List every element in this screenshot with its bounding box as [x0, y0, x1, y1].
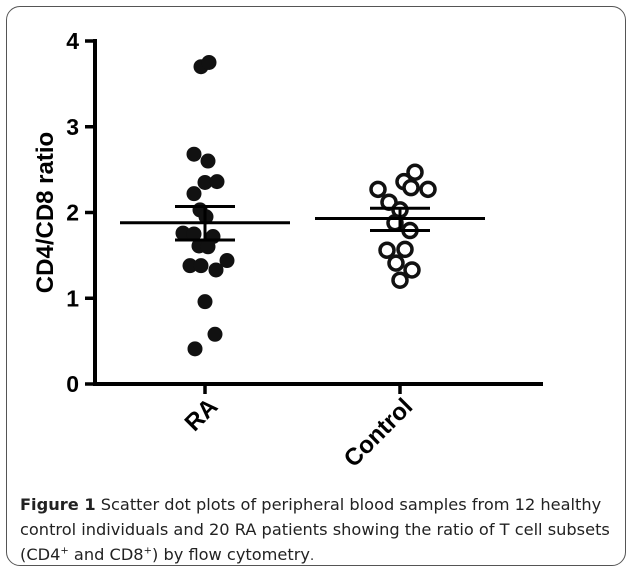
caption-label: Figure 1 — [20, 495, 96, 514]
ra-point-6 — [209, 174, 225, 190]
control-point-2 — [406, 163, 424, 181]
y-tick-label-4: 4 — [66, 28, 79, 54]
ra-point-10 — [186, 226, 202, 242]
caption-sup-1: + — [60, 545, 69, 557]
y-tick-label-1: 1 — [66, 285, 79, 311]
ra-point-1 — [201, 54, 217, 70]
scatter-chart: 0 1 2 3 4 CD4/CD8 ratio RA Control — [32, 28, 543, 473]
ra-point-9 — [175, 225, 191, 241]
figure-frame — [6, 6, 626, 566]
caption-text-3: ) by flow cytometry — [151, 545, 310, 564]
ra-point-19 — [207, 326, 223, 342]
y-axis-title: CD4/CD8 ratio — [32, 132, 59, 293]
ra-point-2 — [186, 146, 202, 162]
y-tick-label-2: 2 — [66, 200, 79, 226]
control-point-9 — [378, 241, 396, 259]
y-tick-label-0: 0 — [66, 371, 79, 397]
caption-sup-2: + — [143, 545, 152, 557]
ra-point-14 — [219, 253, 235, 269]
caption-text-2: and CD8 — [68, 545, 144, 564]
control-point-4 — [419, 180, 437, 199]
control-point-10 — [396, 240, 414, 259]
ra-point-17 — [208, 262, 224, 278]
control-point-12 — [403, 261, 421, 279]
y-tick-label-3: 3 — [66, 114, 79, 140]
ra-point-20 — [187, 341, 203, 357]
caption-text-1: Scatter dot plots of peripheral blood sa… — [20, 495, 610, 564]
figure-caption: Figure 1 Scatter dot plots of peripheral… — [20, 492, 620, 569]
ra-point-4 — [186, 186, 202, 202]
control-point-3 — [402, 178, 420, 197]
ra-point-18 — [197, 294, 213, 310]
ra-point-5 — [197, 174, 213, 190]
x-tick-label-ra: RA — [180, 393, 224, 437]
ra-point-13 — [200, 239, 216, 255]
control-point-11 — [387, 254, 405, 272]
control-point-13 — [391, 271, 409, 289]
caption-end: . — [309, 549, 315, 564]
ra-point-15 — [182, 258, 198, 274]
ra-point-16 — [193, 258, 209, 274]
ra-point-3 — [200, 153, 216, 169]
x-tick-label-control: Control — [339, 393, 418, 472]
control-point-0 — [369, 180, 387, 199]
